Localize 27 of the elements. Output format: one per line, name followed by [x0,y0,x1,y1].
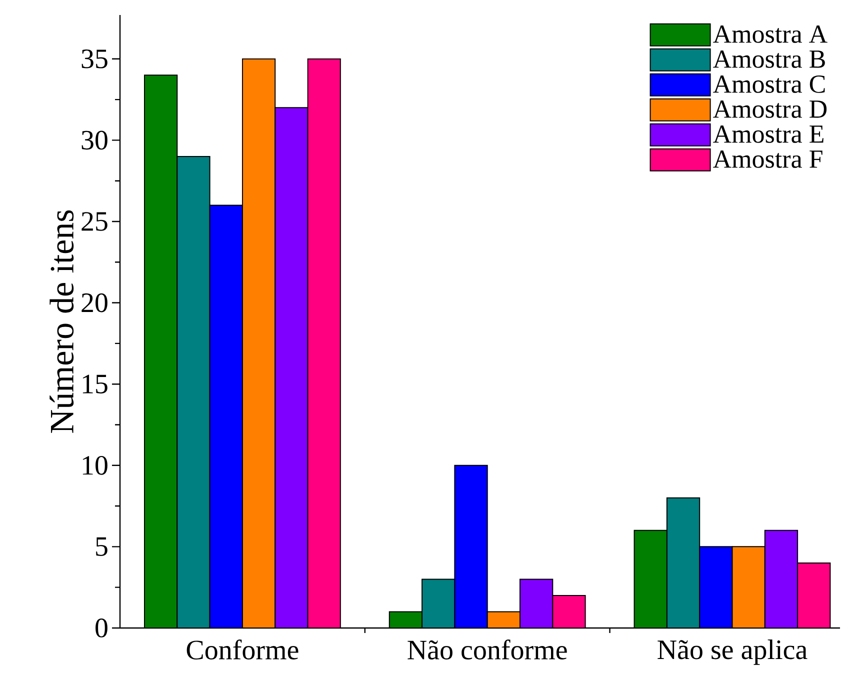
y-tick-label: 5 [96,537,108,556]
y-tick-label: 15 [82,374,108,394]
bar [209,204,243,628]
bar [666,497,700,628]
y-tick-label: 10 [82,456,108,475]
y-tick-label: 0 [96,618,108,638]
y-tick-label: 30 [82,130,108,150]
legend-label: Amostra D [713,100,827,118]
y-tick-label: 20 [82,293,108,312]
x-tick-label: Não conforme [408,640,567,660]
y-tick-label: 35 [82,49,108,68]
bar [454,464,488,628]
legend-label: Amostra A [713,25,828,43]
bar [422,578,456,628]
bar [520,578,554,628]
legend-label: Amostra F [713,150,822,168]
y-tick-label: 25 [82,212,108,231]
legend-label: Amostra C [713,75,825,93]
legend-label: Amostra B [713,50,825,68]
y-axis-title: Número de itens [50,210,74,433]
x-tick-label: Conforme [186,640,298,660]
bar [274,107,308,628]
bar [699,546,733,628]
bar [176,156,210,628]
bar [764,530,798,628]
x-tick-label: Não se aplica [658,640,808,665]
legend-label: Amostra E [713,125,824,143]
